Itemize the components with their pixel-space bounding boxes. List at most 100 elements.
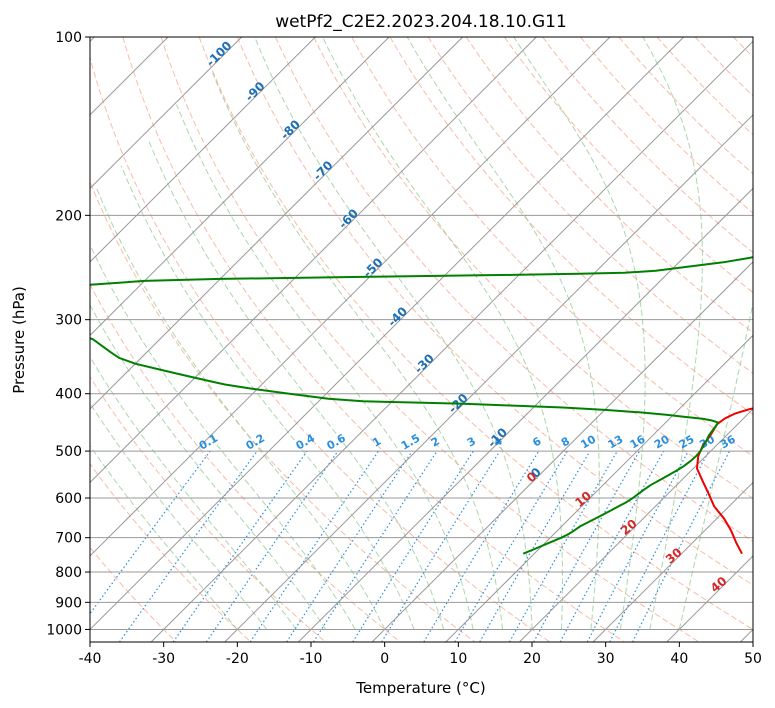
x-tick-label: 30 — [597, 651, 615, 667]
mixing-ratio-label: 2 — [429, 435, 442, 450]
dry-adiabat-line — [90, 375, 326, 642]
y-tick-label: 1000 — [46, 622, 82, 638]
adiabat-label: 30 — [663, 545, 685, 566]
y-tick-label: 800 — [55, 565, 82, 581]
moist-adiabat-line — [176, 104, 474, 630]
mixing-ratio-line — [90, 450, 211, 615]
moist-adiabat-line — [90, 402, 268, 630]
y-tick-label: 600 — [55, 491, 82, 507]
x-axis-label: Temperature (°C) — [355, 679, 485, 697]
moist-adiabat-line — [90, 303, 327, 630]
background-lines — [90, 37, 753, 642]
y-axis-label: Pressure (hPa) — [10, 286, 28, 394]
moist-adiabat-line — [148, 141, 445, 630]
y-tick-label: 100 — [55, 30, 82, 46]
isotherm-line — [90, 37, 316, 263]
x-tick-label: 10 — [449, 651, 467, 667]
isotherm-line — [150, 40, 753, 642]
isotherm-label: -90 — [242, 79, 267, 104]
isotherm-line — [90, 37, 685, 631]
adiabat-label: 40 — [708, 574, 730, 595]
moist-adiabat-line — [642, 37, 703, 630]
y-tick-label: 900 — [55, 595, 82, 611]
isotherm-line — [90, 37, 611, 557]
isotherm-label: -70 — [310, 158, 335, 183]
x-tick-label: -20 — [226, 651, 249, 667]
isotherm-line — [592, 481, 753, 642]
axes: -40 -30 -20 -10 0 10 20 30 40 5010020030040050060… — [46, 30, 762, 667]
moist-adiabat-line — [212, 72, 503, 630]
x-tick-label: -30 — [152, 651, 175, 667]
y-tick-label: 300 — [55, 313, 82, 329]
isotherm-line — [298, 187, 753, 642]
dry-adiabat-line — [90, 283, 401, 642]
mixing-ratio-line — [559, 450, 665, 642]
x-tick-label: 20 — [523, 651, 541, 667]
mixing-ratio-line — [632, 450, 731, 642]
dry-adiabat-line — [90, 180, 476, 642]
temperature-profile — [695, 407, 753, 555]
moist-adiabat-line — [90, 243, 356, 630]
plot-frame — [89, 36, 754, 643]
mixing-ratio-label: 1.5 — [399, 432, 422, 453]
x-tick-label: 40 — [670, 651, 688, 667]
dewpoint-profile — [90, 256, 753, 555]
isotherm-line — [519, 408, 753, 642]
mixing-ratio-label: 16 — [628, 432, 648, 451]
isotherm-line — [224, 114, 753, 642]
isotherm-label: -30 — [412, 351, 437, 376]
mixing-ratio-line — [423, 450, 540, 642]
isotherm-line — [90, 37, 390, 337]
mixing-ratio-line — [312, 450, 438, 642]
dry-adiabat-line — [694, 37, 753, 97]
dry-adiabat-line — [122, 37, 625, 642]
isotherm-label: -60 — [336, 206, 361, 231]
mixing-ratio-label: 20 — [652, 432, 672, 451]
mixing-ratio-label: 30 — [697, 432, 717, 451]
dry-adiabat-line — [313, 37, 753, 499]
mixing-ratio-line — [533, 450, 640, 642]
moist-adiabat-line — [322, 37, 563, 630]
isotherm-label: -40 — [385, 304, 410, 329]
profiles — [90, 256, 753, 555]
moist-adiabat-line — [513, 37, 646, 630]
mixing-ratio-label: 6 — [530, 434, 543, 449]
x-tick-label: -10 — [300, 651, 323, 667]
moist-adiabat-line — [406, 37, 600, 630]
mixing-ratio-line — [119, 450, 258, 642]
y-tick-label: 500 — [55, 444, 82, 460]
isotherm-line — [666, 555, 753, 642]
mixing-ratio-label: 1 — [370, 435, 383, 450]
y-tick-label: 200 — [55, 208, 82, 224]
x-tick-label: 0 — [380, 651, 389, 667]
y-tick-label: 700 — [55, 531, 82, 547]
isotherm-line — [371, 261, 753, 642]
isotherm-line — [90, 37, 464, 410]
adiabat-label: 20 — [618, 516, 640, 537]
x-tick-label: 50 — [744, 651, 762, 667]
mixing-ratio-line — [249, 450, 379, 642]
dry-adiabat-line — [90, 462, 252, 642]
dry-adiabat-line — [236, 37, 753, 586]
mixing-ratio-label: 8 — [559, 435, 572, 450]
isotherm-label: -10 — [485, 425, 510, 450]
dry-adiabat-line — [618, 37, 753, 175]
isotherm-line — [90, 37, 243, 190]
adiabat-label: 10 — [572, 488, 594, 509]
isotherm-line — [445, 334, 753, 642]
moist-adiabat-line — [90, 444, 238, 630]
y-tick-label: 400 — [55, 387, 82, 403]
dry-adiabat-line — [198, 37, 753, 630]
mixing-ratio-line — [454, 450, 568, 642]
dry-adiabat-line — [503, 37, 753, 294]
isotherm-label: -100 — [203, 38, 234, 69]
moist-adiabat-line — [254, 37, 533, 630]
mixing-ratio-line — [352, 450, 474, 642]
dry-adiabat-line — [90, 546, 177, 642]
mixing-ratio-line — [205, 450, 339, 642]
dry-adiabat-line — [465, 37, 753, 334]
dry-adiabat-line — [389, 37, 753, 416]
mixing-ratio-label: 10 — [578, 432, 598, 451]
mixing-ratio-line — [508, 450, 618, 642]
